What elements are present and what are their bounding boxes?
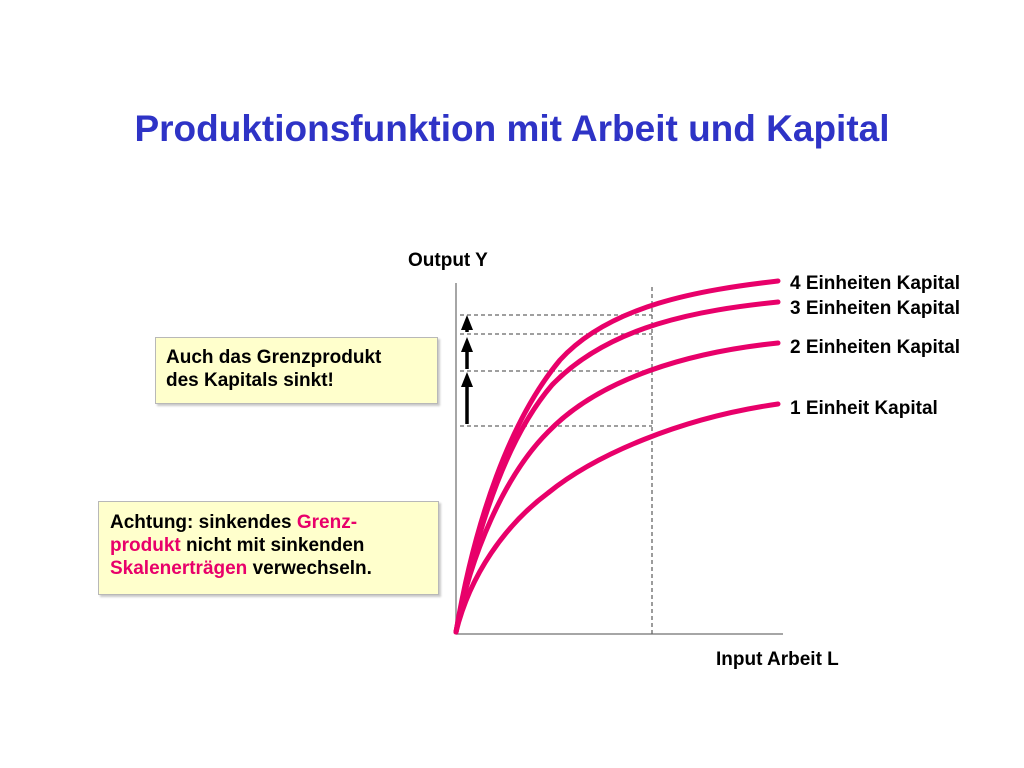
note-2-text: Achtung: sinkendes	[110, 512, 297, 533]
x-axis-label: Input Arbeit L	[716, 649, 839, 670]
note-2-text: nicht mit sinkenden	[180, 535, 365, 556]
note-box-achtung: Achtung: sinkendes Grenz- produkt nicht …	[98, 501, 439, 595]
curve-1-label: 1 Einheit Kapital	[790, 398, 938, 419]
arrow-up-icon-1	[461, 372, 473, 424]
curve-1-kapital	[453, 401, 781, 635]
note-2-highlight-skalenertraege: Skalenerträgen	[110, 558, 248, 579]
note-2-highlight-grenz: Grenz-	[296, 512, 358, 533]
slide-title: Produktionsfunktion mit Arbeit und Kapit…	[134, 108, 890, 149]
note-box-grenzprodukt-kapital: Auch das Grenzprodukt des Kapitals sinkt…	[155, 337, 438, 404]
note-2-line-1: Achtung: sinkendes Grenz-	[110, 511, 438, 534]
note-2-text: verwechseln.	[247, 558, 372, 579]
curve-3-label: 3 Einheiten Kapital	[790, 298, 960, 319]
note-2-line-3: Skalenerträgen verwechseln.	[110, 557, 438, 580]
curve-3-kapital	[453, 299, 781, 635]
y-axis-label: Output Y	[408, 250, 488, 271]
note-1-line-1: Auch das Grenzprodukt	[166, 347, 382, 368]
arrow-up-icon-2	[461, 337, 473, 369]
curve-2-label: 2 Einheiten Kapital	[790, 337, 960, 358]
note-2-highlight-produkt: produkt	[110, 535, 181, 556]
note-1-line-2: des Kapitals sinkt!	[166, 370, 334, 391]
note-2-line-2: produkt nicht mit sinkenden	[110, 534, 438, 557]
curve-4-label: 4 Einheiten Kapital	[790, 273, 960, 294]
curve-2-kapital	[453, 340, 781, 635]
arrow-up-icon-3	[461, 315, 473, 332]
